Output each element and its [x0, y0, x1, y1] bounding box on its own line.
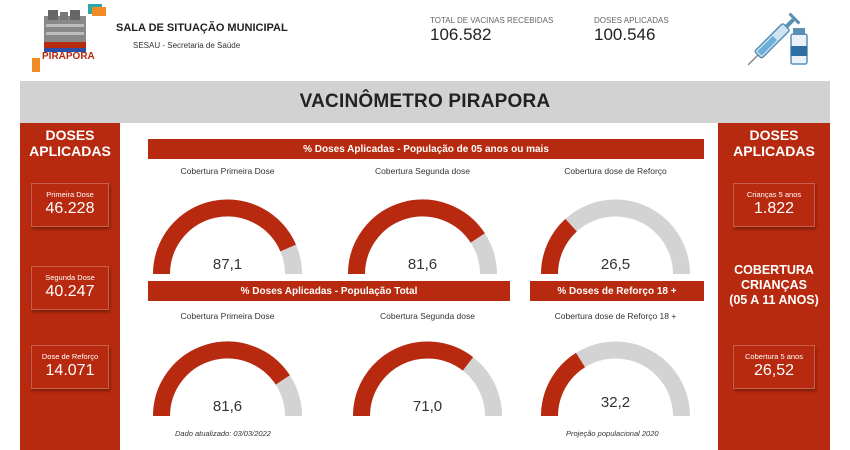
- panel-heading-line: DOSES: [749, 127, 799, 143]
- gauge-fill: [348, 199, 485, 275]
- gauge-fill: [153, 199, 296, 275]
- kpi-doses-applied: DOSES APLICADAS 100.546: [594, 16, 669, 45]
- stat-value: 14.071: [45, 362, 95, 379]
- panel-heading-line: (05 A 11 ANOS): [729, 293, 819, 307]
- gauge-value: 71,0: [412, 398, 443, 415]
- stat-value: 40.247: [45, 283, 95, 300]
- kpi-value: 106.582: [430, 25, 492, 44]
- stat-label: Dose de Reforço: [41, 352, 99, 361]
- section-bar-pop5: % Doses Aplicadas - População de 05 anos…: [148, 139, 704, 159]
- stat-card-second-dose: Segunda Dose 40.247: [31, 266, 109, 310]
- stat-card-booster: Dose de Reforço 14.071: [31, 345, 109, 389]
- kpi-vaccines-received: TOTAL DE VACINAS RECEBIDAS 106.582: [430, 16, 553, 45]
- gauge-value: 87,1: [212, 256, 243, 273]
- gauge-second-dose-total: [353, 341, 502, 417]
- panel-heading-line: APLICADAS: [733, 143, 815, 159]
- section-bar-booster18: % Doses de Reforço 18 +: [530, 281, 704, 301]
- gauge-caption: Cobertura dose de Reforço: [564, 166, 667, 176]
- gauge-second-dose-pop5: [348, 199, 497, 275]
- gauge-fill: [541, 218, 578, 275]
- panel-heading: DOSES APLICADAS: [20, 127, 120, 159]
- kpi-label: TOTAL DE VACINAS RECEBIDAS: [430, 16, 554, 25]
- panel-heading-line: APLICADAS: [29, 143, 111, 159]
- stat-card-first-dose: Primeira Dose 46.228: [31, 183, 109, 227]
- stat-value: 26,52: [753, 362, 795, 379]
- gauge-first-dose-total: [153, 341, 302, 417]
- org-subtitle: SESAU - Secretaria de Saúde: [133, 41, 241, 50]
- gauge-caption: Cobertura Primeira Dose: [180, 311, 275, 321]
- stat-card-children-5: Crianças 5 anos 1.822: [733, 183, 815, 227]
- kpi-value: 100.546: [594, 25, 656, 44]
- gauge-value: 26,5: [600, 256, 631, 273]
- section-bar-total: % Doses Aplicadas - População Total: [148, 281, 510, 301]
- gauge-fill: [153, 341, 290, 417]
- gauge-booster-pop5: [541, 199, 690, 275]
- population-projection-note: Projeção populacional 2020: [566, 429, 659, 438]
- gauge-first-dose-pop5: [153, 199, 302, 275]
- stat-label: Segunda Dose: [45, 273, 95, 282]
- gauge-booster-18-plus: [541, 341, 690, 417]
- stat-label: Crianças 5 anos: [746, 190, 802, 199]
- gauge-value: 32,2: [600, 394, 631, 411]
- gauge-value: 81,6: [212, 398, 243, 415]
- right-panel: DOSES APLICADAS Crianças 5 anos 1.822 CO…: [718, 123, 830, 450]
- panel-heading-line: COBERTURA: [734, 263, 814, 277]
- gauge-caption: Cobertura dose de Reforço 18 +: [554, 311, 677, 321]
- org-title: SALA DE SITUAÇÃO MUNICIPAL: [116, 22, 288, 34]
- panel-heading: DOSES APLICADAS: [718, 127, 830, 159]
- left-panel: DOSES APLICADAS Primeira Dose 46.228 Seg…: [20, 123, 120, 450]
- page-title: VACINÔMETRO PIRAPORA: [20, 81, 830, 123]
- stat-label: Cobertura 5 anos: [745, 352, 803, 361]
- stat-card-coverage-5: Cobertura 5 anos 26,52: [733, 345, 815, 389]
- stat-value: 1.822: [753, 200, 795, 217]
- syringe-vial-icon: [745, 6, 815, 68]
- panel-heading-line: CRIANÇAS: [741, 278, 807, 292]
- gauge-caption: Cobertura Segunda dose: [375, 166, 470, 176]
- gauge-fill: [541, 352, 586, 417]
- gauge-value: 81,6: [407, 256, 438, 273]
- coverage-children-heading: COBERTURA CRIANÇAS (05 A 11 ANOS): [718, 263, 830, 308]
- pirapora-logo: PIRAPORA: [30, 4, 108, 74]
- gauge-fill: [353, 341, 474, 417]
- updated-date-note: Dado atualizado: 03/03/2022: [175, 429, 271, 438]
- kpi-label: DOSES APLICADAS: [594, 16, 669, 25]
- stat-value: 46.228: [45, 200, 95, 217]
- gauge-caption: Cobertura Segunda dose: [380, 311, 475, 321]
- gauge-caption: Cobertura Primeira Dose: [180, 166, 275, 176]
- panel-heading-line: DOSES: [45, 127, 95, 143]
- logo-text: PIRAPORA: [42, 51, 95, 62]
- stat-label: Primeira Dose: [46, 190, 94, 199]
